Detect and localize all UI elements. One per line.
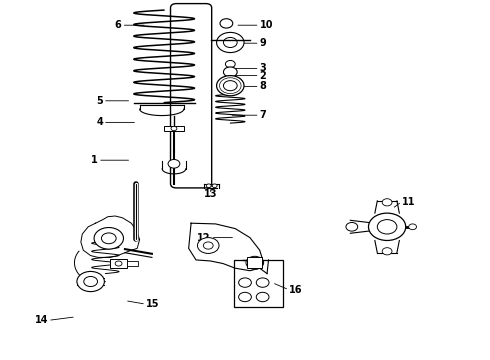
Circle shape: [212, 184, 217, 188]
Text: 7: 7: [260, 110, 267, 120]
Bar: [127, 261, 138, 266]
Text: 1: 1: [91, 155, 98, 165]
Text: 2: 2: [260, 71, 267, 81]
Circle shape: [171, 126, 177, 131]
Circle shape: [382, 248, 392, 255]
Circle shape: [77, 271, 104, 292]
Circle shape: [223, 67, 237, 77]
Text: 11: 11: [402, 197, 416, 207]
Circle shape: [256, 292, 269, 302]
Text: 5: 5: [96, 96, 103, 106]
Circle shape: [223, 37, 237, 48]
Bar: [110, 259, 127, 268]
Text: 10: 10: [260, 20, 273, 30]
Circle shape: [206, 184, 211, 188]
Text: 8: 8: [260, 81, 267, 91]
Text: 13: 13: [204, 189, 218, 199]
Bar: [247, 257, 262, 268]
Text: 4: 4: [96, 117, 103, 127]
Bar: [164, 126, 184, 131]
Polygon shape: [189, 223, 264, 271]
Text: 16: 16: [289, 285, 303, 295]
Circle shape: [217, 32, 244, 53]
Circle shape: [220, 19, 233, 28]
Text: 3: 3: [260, 63, 267, 73]
Text: 14: 14: [34, 315, 48, 325]
Circle shape: [223, 81, 237, 91]
Polygon shape: [81, 216, 140, 257]
Text: 15: 15: [146, 299, 160, 309]
Circle shape: [197, 238, 219, 253]
FancyBboxPatch shape: [171, 4, 212, 188]
Circle shape: [168, 159, 180, 168]
Circle shape: [225, 60, 235, 68]
Circle shape: [382, 199, 392, 206]
Circle shape: [94, 228, 123, 249]
Circle shape: [101, 233, 116, 244]
Circle shape: [377, 220, 397, 234]
Bar: [234, 260, 283, 307]
Circle shape: [217, 76, 244, 96]
Circle shape: [346, 222, 358, 231]
Text: 6: 6: [115, 20, 122, 30]
Circle shape: [409, 224, 416, 230]
Circle shape: [368, 213, 406, 240]
Circle shape: [115, 261, 122, 266]
Circle shape: [239, 278, 251, 287]
Circle shape: [256, 278, 269, 287]
Text: 12: 12: [197, 233, 211, 243]
Circle shape: [239, 292, 251, 302]
Text: 9: 9: [260, 38, 267, 48]
Circle shape: [246, 256, 264, 269]
Circle shape: [203, 242, 213, 249]
Circle shape: [84, 276, 98, 287]
